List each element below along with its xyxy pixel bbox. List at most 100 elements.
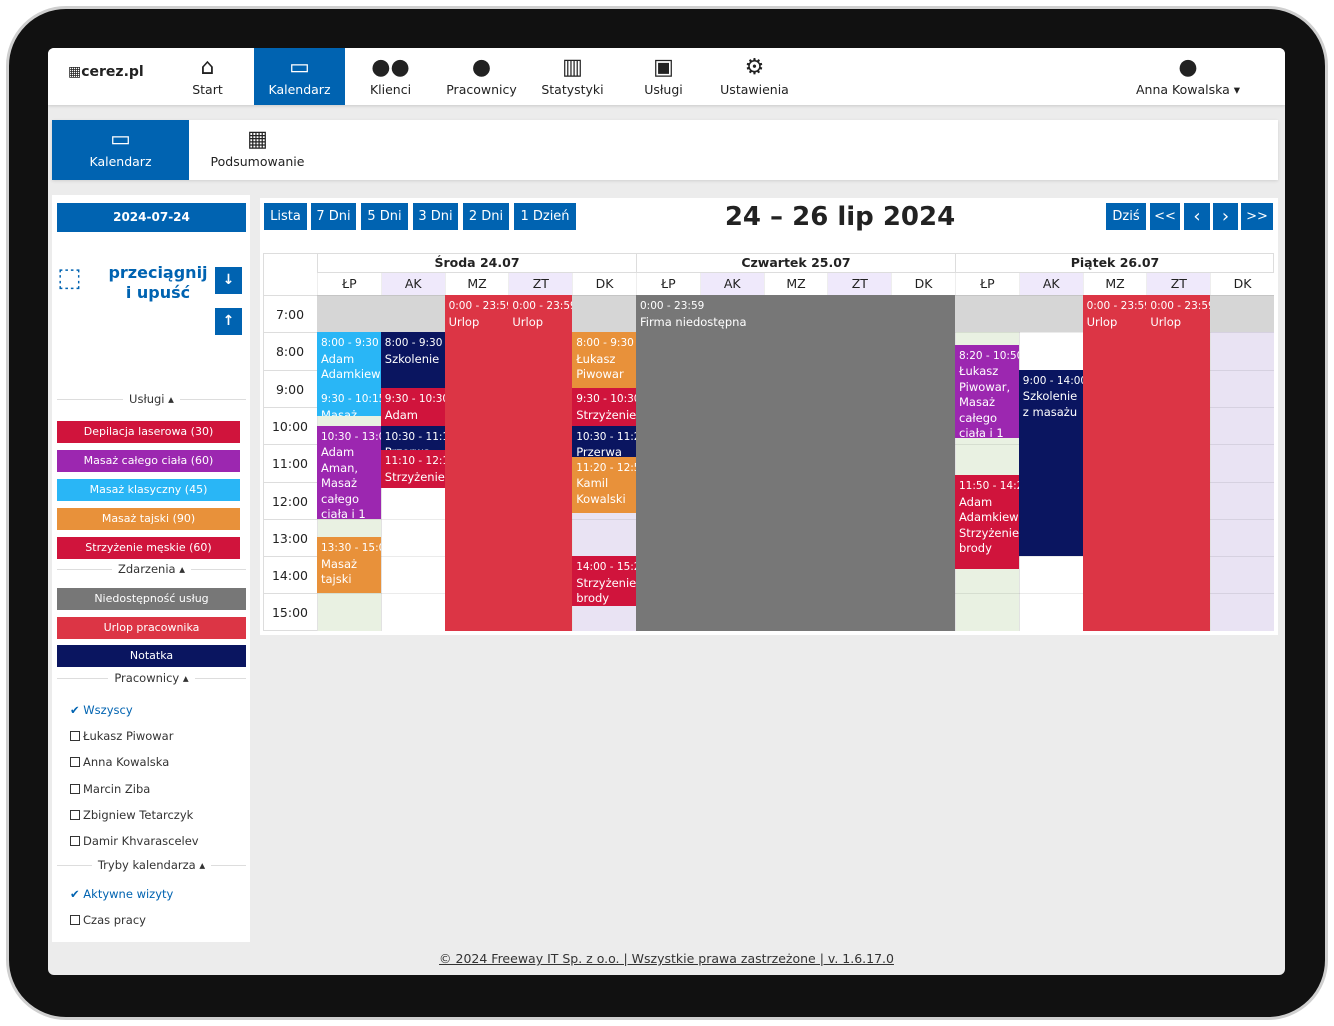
event-notatka[interactable]: Notatka <box>57 645 246 667</box>
calendar-event[interactable]: 0:00 - 23:59 Firma niedostępna <box>636 295 955 631</box>
event-time: 9:00 - 14:00 <box>1022 374 1083 387</box>
event-time: 11:10 - 12:10 <box>384 455 445 468</box>
check-icon: ✔ <box>70 887 84 901</box>
event-niedostepnosc[interactable]: Niedostępność usług <box>57 588 246 610</box>
sub-navbar: ▭ Kalendarz ▦ Podsumowanie <box>52 120 1278 180</box>
sidebar: 2024-07-24 ⬚ przeciągnij i upuść ↓ ↑ Usłu… <box>52 195 250 942</box>
nav-start[interactable]: ⌂ Start <box>162 48 253 105</box>
service-masaz-tajski[interactable]: Masaż tajski (90) <box>57 508 240 530</box>
event-title: Łukasz Piwowar <box>576 351 624 382</box>
employee-filter[interactable]: Anna Kowalska <box>70 755 169 769</box>
calendar-event[interactable]: 10:30 - 11:10 Przerwa <box>380 425 445 451</box>
service-masaz-calego-ciala[interactable]: Masaż całego ciała (60) <box>57 450 240 472</box>
drag-drop-icon: ⬚ <box>57 263 82 293</box>
view-lista[interactable]: Lista <box>264 203 307 230</box>
calendar-event[interactable]: 13:30 - 15:00Masaż tajski <box>317 537 381 594</box>
user-icon: ● <box>471 55 492 80</box>
calendar-event[interactable]: 8:20 - 10:50 Łukasz Piwowar, Masaż całego… <box>955 344 1019 438</box>
subtab-kalendarz[interactable]: ▭ Kalendarz <box>52 120 189 180</box>
service-depilacja[interactable]: Depilacja laserowa (30) <box>57 421 240 443</box>
subtab-podsumowanie[interactable]: ▦ Podsumowanie <box>189 120 326 180</box>
employee-filter[interactable]: Zbigniew Tetarczyk <box>70 808 193 822</box>
event-urlop[interactable]: Urlop pracownika <box>57 617 246 639</box>
prev-button[interactable]: ‹ <box>1184 203 1210 230</box>
view-7-dni[interactable]: 7 Dni <box>311 203 356 230</box>
date-picker-button[interactable]: 2024-07-24 <box>57 203 246 232</box>
event-time: 9:30 - 10:30 <box>384 393 445 406</box>
mode-active-visits[interactable]: ✔ Aktywne wizyty <box>70 887 174 901</box>
calendar-event[interactable]: 11:50 - 14:20Adam Adamkiewicz, Strzyżeni… <box>955 475 1019 569</box>
event-time: 8:00 - 9:30 <box>576 337 634 350</box>
nav-uslugi[interactable]: ▣ Usługi <box>618 48 709 105</box>
event-title: Urlop <box>448 314 480 329</box>
arrow-down-icon: ↓ <box>222 272 235 288</box>
nav-kalendarz[interactable]: ▭ Kalendarz <box>254 48 345 105</box>
calendar-event[interactable]: 0:00 - 23:59 Urlop <box>444 295 509 631</box>
event-time: 9:30 - 10:15 <box>321 393 381 406</box>
arrow-down-button[interactable]: ↓ <box>215 267 242 294</box>
next-next-button[interactable]: >> <box>1241 203 1273 230</box>
event-title: Łukasz Piwowar, Masaż całego ciała i 1 <box>959 364 1011 438</box>
event-title: Przerwa <box>385 445 441 450</box>
event-title: Szkolenie z masażu <box>1022 389 1078 419</box>
employee-filter[interactable]: Marcin Ziba <box>70 782 150 796</box>
user-menu[interactable]: ● Anna Kowalska ▾ <box>1128 48 1248 105</box>
event-title: Strzyżenie <box>576 407 636 422</box>
calendar-event[interactable]: 9:30 - 10:30 Strzyżenie <box>572 388 636 426</box>
prev-prev-button[interactable]: << <box>1150 203 1180 230</box>
events-section-toggle[interactable]: Zdarzenia ▴ <box>57 562 246 576</box>
event-time: 11:50 - 14:20 <box>959 480 1019 493</box>
checkbox-icon <box>70 731 80 741</box>
employee-filter[interactable]: Łukasz Piwowar <box>70 729 173 743</box>
today-button[interactable]: Dziś <box>1106 203 1146 230</box>
calendar-grid-icon: ▦ <box>247 127 268 152</box>
event-title: Przerwa <box>576 445 622 457</box>
event-time: 0:00 - 23:59 <box>448 300 509 312</box>
event-title: Adam <box>384 407 419 422</box>
event-title: Urlop <box>1150 314 1182 329</box>
calendar-event[interactable]: 10:30 - 11:20 Przerwa <box>572 425 636 457</box>
calendar-event[interactable]: 11:10 - 12:10Strzyżenie <box>380 450 445 488</box>
view-5-dni[interactable]: 5 Dni <box>361 203 408 230</box>
view-3-dni[interactable]: 3 Dni <box>413 203 458 230</box>
nav-statystyki[interactable]: ▥ Statystyki <box>527 48 618 105</box>
calendar-event[interactable]: 14:00 - 15:20Strzyżenie brody <box>572 556 636 606</box>
nav-pracownicy[interactable]: ● Pracownicy <box>436 48 527 105</box>
event-time: 13:30 - 15:00 <box>321 542 381 555</box>
mode-work-time[interactable]: Czas pracy <box>70 913 146 927</box>
brand-logo[interactable]: ▦cerez.pl <box>68 64 144 80</box>
employee-filter[interactable]: Damir Khvarascelev <box>70 834 199 848</box>
calendar-event[interactable]: 9:30 - 10:15 Masaż <box>317 388 381 417</box>
event-title: Kamil Kowalski <box>576 476 626 506</box>
nav-ustawienia[interactable]: ⚙ Ustawienia <box>709 48 800 105</box>
employee-filter-all[interactable]: ✔ Wszyscy <box>70 703 133 717</box>
service-masaz-klasyczny[interactable]: Masaż klasyczny (45) <box>57 479 240 501</box>
event-time: 0:00 - 23:59 <box>1150 300 1211 312</box>
employees-section-toggle[interactable]: Pracownicy ▴ <box>57 671 246 685</box>
calendar-event[interactable]: 9:30 - 10:30 Adam <box>380 388 445 426</box>
calendar-event[interactable]: 9:00 - 14:00 Szkolenie z masażu <box>1018 369 1083 557</box>
view-1-dzien[interactable]: 1 Dzień <box>514 203 576 230</box>
checkbox-icon <box>70 757 80 767</box>
event-title: Firma niedostępna <box>640 314 747 329</box>
calendar-event[interactable]: 0:00 - 23:59 Urlop <box>508 295 573 631</box>
calendar-event[interactable]: 10:30 - 13:00 Adam Aman, Masaż całego cia… <box>317 425 381 519</box>
services-section-toggle[interactable]: Usługi ▴ <box>57 392 246 406</box>
modes-section-toggle[interactable]: Tryby kalendarza ▴ <box>57 858 246 872</box>
footer: © 2024 Freeway IT Sp. z o.o. | Wszystkie… <box>439 951 894 966</box>
event-time: 0:00 - 23:59 <box>1086 300 1147 312</box>
calendar-event[interactable]: 0:00 - 23:59 Urlop <box>1082 295 1147 631</box>
calendar-event[interactable]: 8:00 - 9:30 Łukasz Piwowar <box>572 332 636 389</box>
drag-drop-label: przeciągnij i upuść <box>108 263 208 302</box>
next-button[interactable]: › <box>1213 203 1238 230</box>
arrow-up-button[interactable]: ↑ <box>215 308 242 335</box>
calendar-event[interactable]: 11:20 - 12:50 Kamil Kowalski <box>572 456 636 513</box>
service-strzyzenie[interactable]: Strzyżenie męskie (60) <box>57 537 240 559</box>
calendar-event[interactable]: 0:00 - 23:59 Urlop <box>1146 295 1211 631</box>
event-title: Strzyżenie <box>384 469 445 484</box>
calendar-event[interactable]: 8:00 - 9:30 Szkolenie <box>380 332 445 389</box>
view-2-dni[interactable]: 2 Dni <box>463 203 509 230</box>
checkbox-icon <box>70 915 80 925</box>
nav-klienci[interactable]: ●● Klienci <box>345 48 436 105</box>
